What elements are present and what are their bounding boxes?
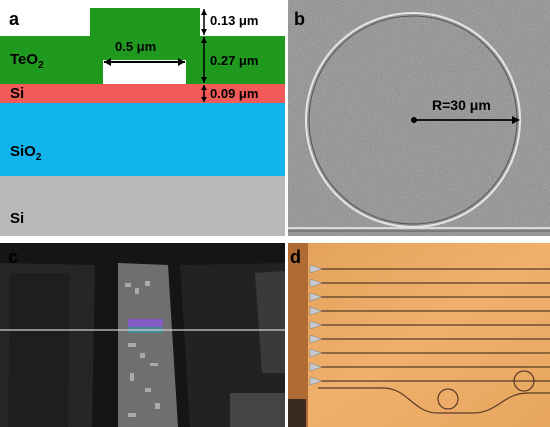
- ring-resonator-2: [513, 370, 535, 392]
- radius-label: R=30 μm: [432, 97, 491, 113]
- panel-a-letter: a: [9, 9, 20, 29]
- si-substrate-label: Si: [10, 210, 25, 227]
- ring-resonator-1: [437, 388, 459, 410]
- thickness-bottom: 0.09 μm: [210, 86, 259, 101]
- si-substrate-layer: [0, 176, 285, 236]
- width-dimension: 0.5 μm: [115, 39, 157, 54]
- si-core-layer: [0, 84, 285, 103]
- teo2-label: TeO2: [10, 51, 44, 71]
- cross-section-diagram: [0, 8, 285, 236]
- teo2-layer: [0, 8, 285, 84]
- ring-sem-image: [288, 0, 550, 236]
- panel-b-sem-image: b R=30 μm: [288, 0, 550, 236]
- chip-micrograph: [288, 243, 550, 427]
- panel-b-letter: b: [294, 9, 305, 29]
- panel-d-letter: d: [290, 247, 301, 267]
- sio2-label: SiO2: [10, 143, 42, 163]
- thickness-top: 0.13 μm: [210, 13, 259, 28]
- panel-a-cross-section: a TeO2 Si SiO2 Si 0.5 μm 0.13 μm 0.27 μm…: [0, 0, 285, 236]
- thickness-middle: 0.27 μm: [210, 53, 259, 68]
- chip-photo: [0, 243, 285, 427]
- photonic-chip: [118, 263, 178, 427]
- panel-c-photo: c: [0, 243, 285, 427]
- sio2-layer: [0, 103, 285, 176]
- panel-d-micrograph: d: [288, 243, 550, 427]
- si-core-label: Si: [10, 85, 25, 102]
- panel-c-letter: c: [8, 247, 19, 267]
